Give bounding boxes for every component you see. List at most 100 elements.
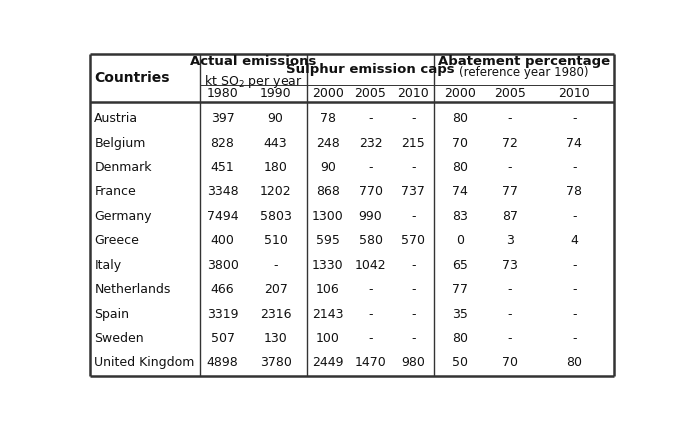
Text: 570: 570 (401, 234, 425, 247)
Text: -: - (572, 210, 577, 223)
Text: 215: 215 (401, 136, 425, 150)
Text: 5803: 5803 (260, 210, 292, 223)
Text: -: - (274, 259, 278, 272)
Text: -: - (368, 112, 372, 125)
Text: -: - (572, 283, 577, 296)
Text: kt SO$_2$ per year: kt SO$_2$ per year (204, 73, 303, 90)
Text: -: - (508, 332, 512, 345)
Text: Italy: Italy (94, 259, 121, 272)
Text: 70: 70 (502, 357, 518, 369)
Text: 78: 78 (320, 112, 336, 125)
Text: -: - (411, 161, 416, 174)
Text: 3348: 3348 (206, 185, 238, 198)
Text: 50: 50 (451, 357, 468, 369)
Text: United Kingdom: United Kingdom (94, 357, 195, 369)
Text: 90: 90 (268, 112, 283, 125)
Text: 180: 180 (263, 161, 287, 174)
Text: 106: 106 (316, 283, 340, 296)
Text: Germany: Germany (94, 210, 152, 223)
Text: -: - (411, 210, 416, 223)
Text: 4898: 4898 (206, 357, 239, 369)
Text: 1330: 1330 (312, 259, 344, 272)
Text: 1300: 1300 (312, 210, 344, 223)
Text: 2005: 2005 (355, 87, 386, 100)
Text: 73: 73 (502, 259, 518, 272)
Text: 7494: 7494 (206, 210, 238, 223)
Text: 737: 737 (401, 185, 425, 198)
Text: 510: 510 (263, 234, 287, 247)
Text: -: - (368, 283, 372, 296)
Text: 451: 451 (211, 161, 235, 174)
Text: 87: 87 (502, 210, 518, 223)
Text: 2000: 2000 (444, 87, 475, 100)
Text: 2143: 2143 (312, 308, 344, 320)
Text: -: - (508, 161, 512, 174)
Text: 77: 77 (502, 185, 518, 198)
Text: 248: 248 (316, 136, 340, 150)
Text: 74: 74 (452, 185, 468, 198)
Text: 3780: 3780 (260, 357, 292, 369)
Text: -: - (572, 332, 577, 345)
Text: -: - (368, 161, 372, 174)
Text: -: - (508, 308, 512, 320)
Text: -: - (411, 283, 416, 296)
Text: 828: 828 (211, 136, 235, 150)
Text: 3319: 3319 (206, 308, 238, 320)
Text: 70: 70 (451, 136, 468, 150)
Text: 397: 397 (211, 112, 235, 125)
Text: 980: 980 (401, 357, 425, 369)
Text: Spain: Spain (94, 308, 129, 320)
Text: 90: 90 (320, 161, 336, 174)
Text: -: - (411, 308, 416, 320)
Text: Netherlands: Netherlands (94, 283, 171, 296)
Text: 232: 232 (359, 136, 382, 150)
Text: 507: 507 (211, 332, 235, 345)
Text: 1042: 1042 (355, 259, 386, 272)
Text: -: - (572, 259, 577, 272)
Text: 1202: 1202 (260, 185, 292, 198)
Text: 100: 100 (316, 332, 340, 345)
Text: 78: 78 (567, 185, 582, 198)
Text: 595: 595 (316, 234, 340, 247)
Text: Countries: Countries (94, 71, 169, 85)
Text: 466: 466 (211, 283, 235, 296)
Text: 868: 868 (316, 185, 340, 198)
Text: 130: 130 (263, 332, 287, 345)
Text: 1980: 1980 (206, 87, 239, 100)
Text: 2005: 2005 (494, 87, 526, 100)
Text: 770: 770 (359, 185, 383, 198)
Text: -: - (411, 112, 416, 125)
Text: -: - (411, 259, 416, 272)
Text: Denmark: Denmark (94, 161, 152, 174)
Text: Austria: Austria (94, 112, 139, 125)
Text: Sulphur emission caps: Sulphur emission caps (286, 63, 455, 76)
Text: 2000: 2000 (312, 87, 344, 100)
Text: 2010: 2010 (397, 87, 429, 100)
Text: 4: 4 (571, 234, 578, 247)
Text: Belgium: Belgium (94, 136, 145, 150)
Text: 400: 400 (211, 234, 235, 247)
Text: -: - (572, 161, 577, 174)
Text: -: - (572, 308, 577, 320)
Text: Sweden: Sweden (94, 332, 144, 345)
Text: 80: 80 (451, 332, 468, 345)
Text: 83: 83 (452, 210, 468, 223)
Text: -: - (368, 308, 372, 320)
Text: 1470: 1470 (355, 357, 386, 369)
Text: 77: 77 (451, 283, 468, 296)
Text: 2316: 2316 (260, 308, 292, 320)
Text: 80: 80 (451, 112, 468, 125)
Text: -: - (368, 332, 372, 345)
Text: 80: 80 (567, 357, 582, 369)
Text: 0: 0 (456, 234, 464, 247)
Text: 1990: 1990 (260, 87, 292, 100)
Text: 3: 3 (506, 234, 514, 247)
Text: -: - (411, 332, 416, 345)
Text: -: - (572, 112, 577, 125)
Text: 207: 207 (263, 283, 287, 296)
Text: 2010: 2010 (558, 87, 590, 100)
Text: 80: 80 (451, 161, 468, 174)
Text: 74: 74 (567, 136, 582, 150)
Text: -: - (508, 283, 512, 296)
Text: 72: 72 (502, 136, 518, 150)
